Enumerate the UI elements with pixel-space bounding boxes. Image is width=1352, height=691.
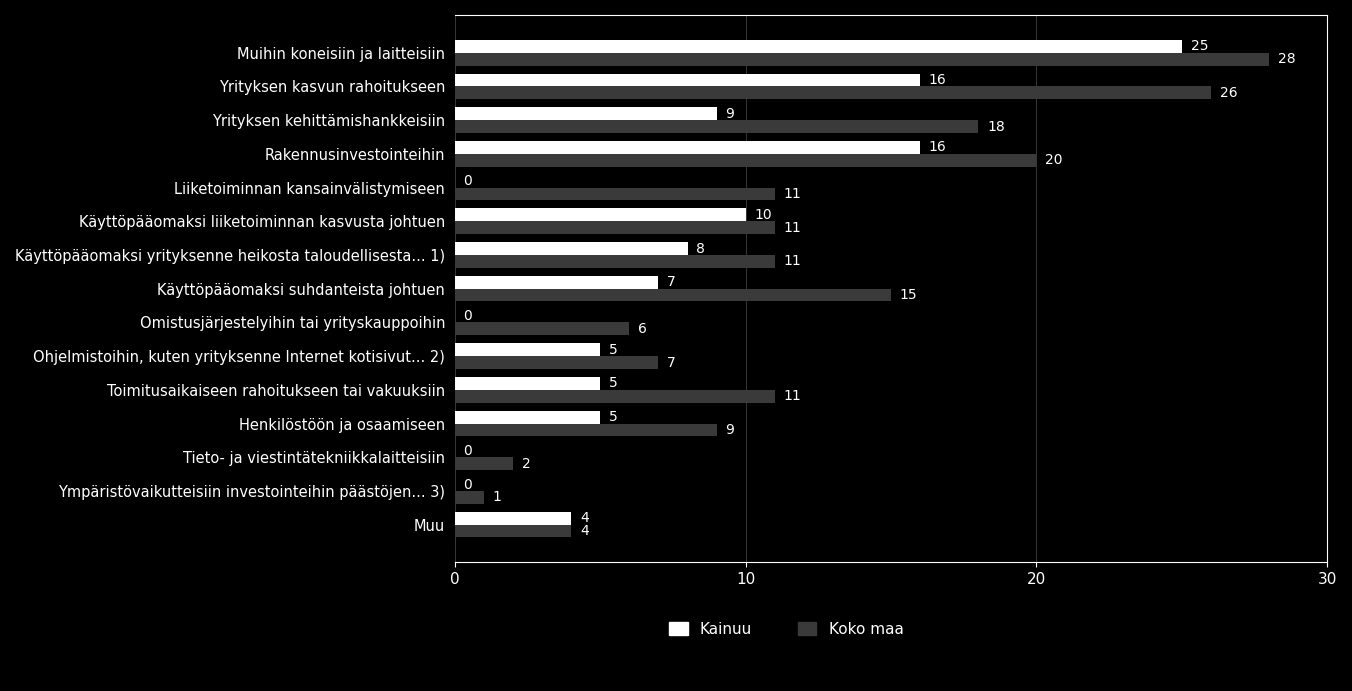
Text: 10: 10 xyxy=(754,208,772,222)
Text: 0: 0 xyxy=(464,309,472,323)
Text: 8: 8 xyxy=(696,242,706,256)
Bar xyxy=(454,524,571,538)
Text: 9: 9 xyxy=(725,423,734,437)
Text: 11: 11 xyxy=(783,389,802,404)
Bar xyxy=(454,255,775,268)
Text: 0: 0 xyxy=(464,174,472,188)
Text: 18: 18 xyxy=(987,120,1005,133)
Text: 25: 25 xyxy=(1191,39,1209,53)
Bar xyxy=(454,242,688,255)
Bar xyxy=(454,377,600,390)
Bar xyxy=(454,187,775,200)
Bar xyxy=(454,343,600,356)
Bar xyxy=(454,141,921,154)
Text: 16: 16 xyxy=(929,73,946,87)
Bar xyxy=(454,154,1037,167)
Bar xyxy=(454,120,979,133)
Bar xyxy=(454,53,1270,66)
Bar xyxy=(454,424,717,436)
Text: 0: 0 xyxy=(464,477,472,491)
Legend: Kainuu, Koko maa: Kainuu, Koko maa xyxy=(669,622,903,637)
Text: 20: 20 xyxy=(1045,153,1063,167)
Bar xyxy=(454,323,629,335)
Text: 26: 26 xyxy=(1220,86,1237,100)
Bar xyxy=(454,209,746,221)
Text: 11: 11 xyxy=(783,187,802,201)
Text: 11: 11 xyxy=(783,254,802,268)
Text: 16: 16 xyxy=(929,140,946,154)
Text: 4: 4 xyxy=(580,511,588,525)
Text: 4: 4 xyxy=(580,524,588,538)
Bar xyxy=(454,86,1211,100)
Text: 6: 6 xyxy=(638,322,648,336)
Text: 5: 5 xyxy=(608,343,618,357)
Text: 1: 1 xyxy=(492,491,502,504)
Bar xyxy=(454,107,717,120)
Bar xyxy=(454,74,921,86)
Bar xyxy=(454,289,891,301)
Text: 7: 7 xyxy=(667,355,676,370)
Bar xyxy=(454,491,484,504)
Bar xyxy=(454,356,658,369)
Text: 5: 5 xyxy=(608,410,618,424)
Bar xyxy=(454,390,775,403)
Bar xyxy=(454,457,512,470)
Bar xyxy=(454,512,571,524)
Text: 7: 7 xyxy=(667,275,676,290)
Text: 2: 2 xyxy=(522,457,530,471)
Text: 15: 15 xyxy=(900,288,918,302)
Bar xyxy=(454,276,658,289)
Bar xyxy=(454,40,1182,53)
Text: 0: 0 xyxy=(464,444,472,458)
Text: 28: 28 xyxy=(1278,52,1295,66)
Bar xyxy=(454,221,775,234)
Text: 11: 11 xyxy=(783,220,802,235)
Text: 9: 9 xyxy=(725,106,734,121)
Bar xyxy=(454,410,600,424)
Text: 5: 5 xyxy=(608,377,618,390)
